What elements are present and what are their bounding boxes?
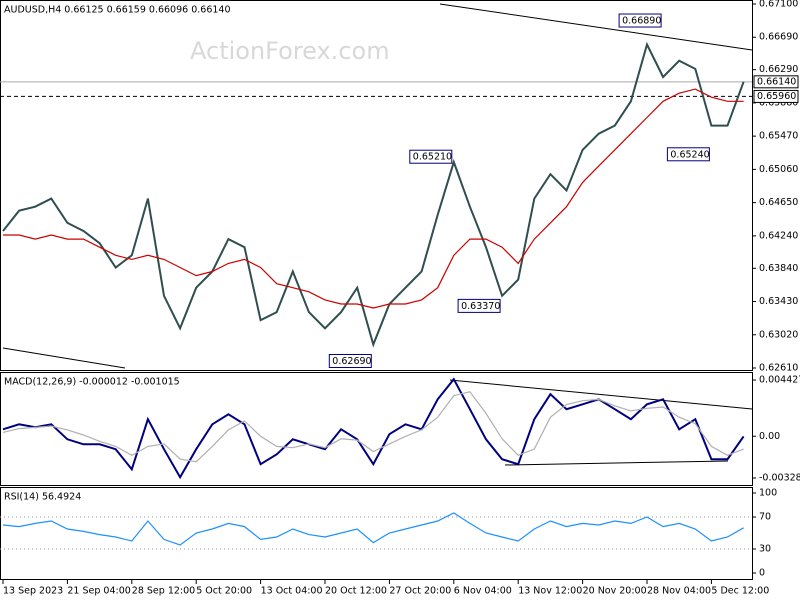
y-tick-label: -0.003288: [759, 473, 800, 484]
price-label: 0.66140: [757, 76, 796, 87]
series-line: [2, 391, 744, 463]
annotation-box: [409, 149, 453, 164]
x-tick-label: 13 Oct 04:00: [261, 586, 323, 597]
y-tick-label: 0.63430: [759, 296, 798, 307]
y-tick-label: 30: [759, 544, 771, 555]
trend-line: [439, 3, 753, 51]
trend-line: [449, 379, 753, 410]
macd-panel: [0, 372, 753, 486]
annotation-box: [666, 147, 710, 162]
annotation-box: [328, 354, 372, 369]
price-label-box: [753, 75, 799, 89]
y-tick-label: 0.62610: [759, 363, 798, 374]
price-label: 0.65960: [757, 91, 796, 102]
panel-title: MACD(12,26,9) -0.000012 -0.001015: [4, 377, 180, 388]
panel-title: RSI(14) 56.4924: [4, 492, 81, 503]
y-tick-label: 0.67100: [759, 0, 798, 10]
trend-line: [2, 347, 126, 369]
x-tick-label: 28 Sep 12:00: [132, 586, 195, 597]
annotation-label: 0.63370: [461, 301, 500, 312]
y-tick-label: 0.64650: [759, 197, 798, 208]
price-panel: [0, 0, 753, 371]
x-tick-label: 20 Nov 20:00: [583, 586, 647, 597]
y-tick-label: 0.66290: [759, 64, 798, 75]
series-line: [3, 88, 744, 309]
x-tick-label: 5 Dec 12:00: [711, 586, 769, 597]
x-tick-label: 5 Oct 20:00: [196, 586, 252, 597]
y-tick-label: 100: [759, 488, 777, 499]
rsi-panel: [0, 487, 753, 580]
y-tick-label: 0.004427: [759, 375, 800, 386]
y-tick-label: 0.65470: [759, 131, 798, 142]
y-tick-label: 0.63020: [759, 329, 798, 340]
x-tick-label: 28 Nov 04:00: [647, 586, 711, 597]
annotation-label: 0.65240: [670, 149, 709, 160]
x-tick-label: 13 Sep 2023: [3, 586, 63, 597]
y-tick-label: 0.65060: [759, 164, 798, 175]
panel-title: AUDUSD,H4 0.66125 0.66159 0.66096 0.6614…: [4, 5, 231, 16]
annotation-box: [457, 298, 501, 313]
watermark: ActionForex.com: [190, 37, 390, 65]
x-tick-label: 21 Sep 04:00: [67, 586, 130, 597]
x-tick-label: 27 Oct 20:00: [389, 586, 451, 597]
y-tick-label: 0.66690: [759, 32, 798, 43]
series-line: [2, 41, 745, 348]
y-tick-label: 0.63840: [759, 263, 798, 274]
series-line: [2, 377, 745, 480]
x-tick-label: 6 Nov 04:00: [454, 586, 512, 597]
y-tick-label: 0.64240: [759, 230, 798, 241]
price-label-box: [753, 89, 799, 103]
annotation-label: 0.62690: [332, 356, 371, 367]
annotation-label: 0.65210: [413, 152, 452, 163]
y-tick-label: 70: [759, 512, 771, 523]
x-tick-label: 20 Oct 12:00: [325, 586, 387, 597]
annotation-label: 0.66890: [622, 16, 661, 27]
y-tick-label: 0.00: [759, 431, 780, 442]
trend-line: [504, 460, 729, 466]
annotation-box: [618, 13, 662, 28]
y-tick-label: 0: [759, 568, 765, 579]
x-tick-label: 13 Nov 12:00: [518, 586, 582, 597]
series-line: [2, 512, 744, 546]
